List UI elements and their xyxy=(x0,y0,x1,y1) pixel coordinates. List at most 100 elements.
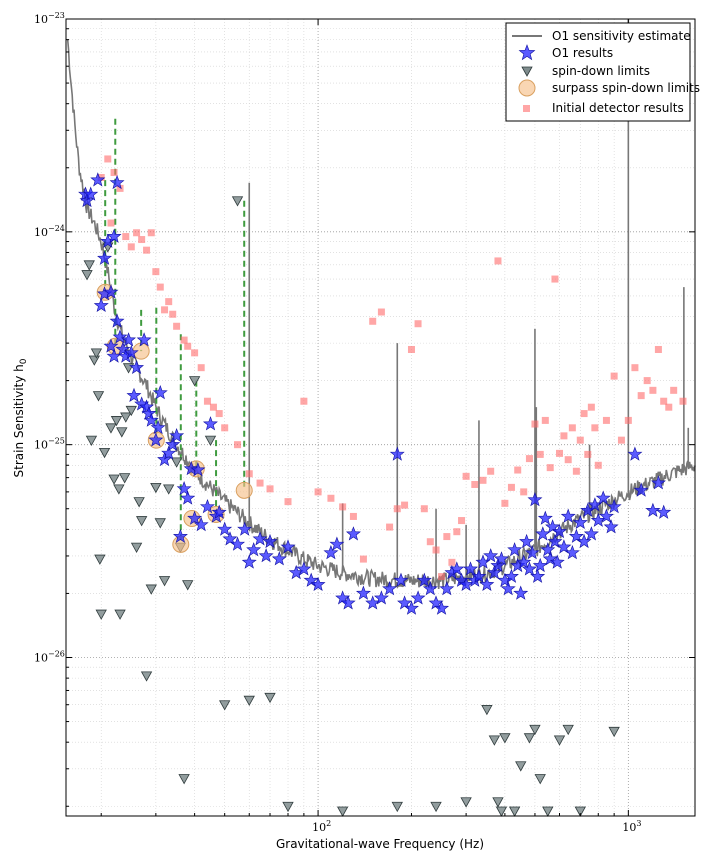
spin-down-marker xyxy=(282,801,294,813)
x-axis-label: Gravitational-wave Frequency (Hz) xyxy=(276,837,484,851)
o1-result-marker xyxy=(241,554,257,569)
spin-down-marker xyxy=(118,473,131,484)
o1-result-marker xyxy=(449,561,465,576)
spin-down-marker xyxy=(94,554,106,565)
initial-detector-marker xyxy=(536,450,544,458)
o1-result-marker xyxy=(393,572,409,587)
spin-down-marker xyxy=(264,692,276,704)
o1-result-marker xyxy=(169,428,185,443)
spin-down-marker xyxy=(90,348,103,359)
initial-detector-marker xyxy=(420,505,428,513)
initial-detector-marker xyxy=(580,410,588,418)
initial-detector-marker xyxy=(610,372,618,380)
o1-result-marker xyxy=(519,533,535,549)
spin-down-marker xyxy=(499,733,511,744)
initial-detector-marker xyxy=(660,397,668,405)
o1-result-marker xyxy=(483,548,499,563)
spin-down-marker xyxy=(188,376,201,387)
initial-detector-marker xyxy=(401,501,409,509)
legend-box xyxy=(505,22,691,122)
spin-down-marker xyxy=(113,484,125,495)
o1-result-marker xyxy=(148,432,164,447)
o1-result-marker xyxy=(187,510,203,525)
o1-result-marker xyxy=(471,568,487,583)
spin-down-marker xyxy=(163,484,175,495)
legend-entry-surpass: surpass spin-down limits xyxy=(552,81,700,95)
o1-result-marker xyxy=(645,502,661,518)
legend-entry-sensitivity: O1 sensitivity estimate xyxy=(552,29,691,43)
initial-detector-marker xyxy=(107,219,115,227)
o1-result-marker xyxy=(329,536,345,551)
initial-detector-marker xyxy=(487,467,495,475)
initial-detector-marker xyxy=(654,345,662,353)
o1-result-marker xyxy=(434,600,450,615)
spin-down-marker xyxy=(122,363,135,374)
spin-down-marker xyxy=(336,806,349,817)
o1-result-marker xyxy=(230,536,246,551)
initial-detector-marker xyxy=(203,397,211,405)
o1-result-marker xyxy=(258,548,274,563)
initial-detector-marker xyxy=(471,480,479,488)
initial-detector-marker xyxy=(546,464,554,472)
o1-result-marker xyxy=(560,508,576,523)
y-axis-label: Strain Sensitivity h0 xyxy=(12,358,29,477)
o1-result-marker xyxy=(458,576,474,591)
o1-result-marker xyxy=(490,557,506,573)
initial-detector-marker xyxy=(501,499,509,507)
o1-result-marker xyxy=(576,533,592,549)
o1-result-marker xyxy=(373,590,389,605)
initial-detector-marker xyxy=(432,546,440,554)
spin-down-marker xyxy=(182,580,194,591)
spin-down-marker xyxy=(608,726,620,738)
spin-down-marker xyxy=(95,609,107,620)
surpass-marker xyxy=(235,481,253,499)
legend-entry-initial: Initial detector results xyxy=(552,101,684,115)
o1-result-marker xyxy=(507,542,523,557)
legend-star-glyph xyxy=(518,44,536,61)
spin-down-marker xyxy=(553,735,566,746)
initial-detector-marker xyxy=(369,317,377,325)
spin-down-marker xyxy=(495,806,508,817)
o1-result-marker xyxy=(527,492,543,507)
initial-detector-marker xyxy=(448,558,456,566)
initial-detector-marker xyxy=(494,257,502,265)
initial-detector-marker xyxy=(438,573,446,581)
o1-result-marker xyxy=(549,554,565,569)
o1-result-marker xyxy=(103,284,119,299)
spin-down-marker xyxy=(145,584,157,595)
spin-down-marker xyxy=(460,797,472,808)
spin-down-marker xyxy=(140,671,153,682)
o1-result-marker xyxy=(121,332,137,347)
initial-detector-marker xyxy=(568,424,576,432)
o1-result-marker xyxy=(262,533,278,549)
initial-detector-marker xyxy=(143,246,151,254)
o1-result-marker xyxy=(439,581,455,596)
legend-triangle-glyph xyxy=(521,66,533,77)
spin-down-marker xyxy=(243,695,255,707)
spin-down-marker xyxy=(204,435,217,446)
initial-detector-marker xyxy=(602,416,610,424)
o1-result-marker xyxy=(479,576,495,591)
spin-down-marker xyxy=(231,196,244,207)
initial-detector-marker xyxy=(184,342,192,350)
o1-result-marker xyxy=(180,490,196,505)
o1-result-marker xyxy=(152,385,168,400)
initial-detector-marker xyxy=(377,308,385,316)
spin-down-marker xyxy=(515,761,527,772)
initial-detector-marker xyxy=(180,336,188,344)
initial-detector-marker xyxy=(138,236,146,244)
initial-detector-marker xyxy=(349,512,357,520)
initial-detector-marker xyxy=(624,416,632,424)
x-tick-label: 103 xyxy=(622,819,641,834)
initial-detector-marker xyxy=(339,503,347,511)
o1-result-marker xyxy=(280,539,296,554)
o1-result-marker xyxy=(403,600,419,615)
spin-down-marker xyxy=(92,391,105,402)
initial-detector-marker xyxy=(234,441,242,449)
initial-detector-marker xyxy=(359,555,367,563)
initial-detector-marker xyxy=(221,424,229,432)
spin-down-marker xyxy=(125,405,137,417)
initial-detector-marker xyxy=(665,403,673,411)
initial-detector-marker xyxy=(256,479,264,487)
